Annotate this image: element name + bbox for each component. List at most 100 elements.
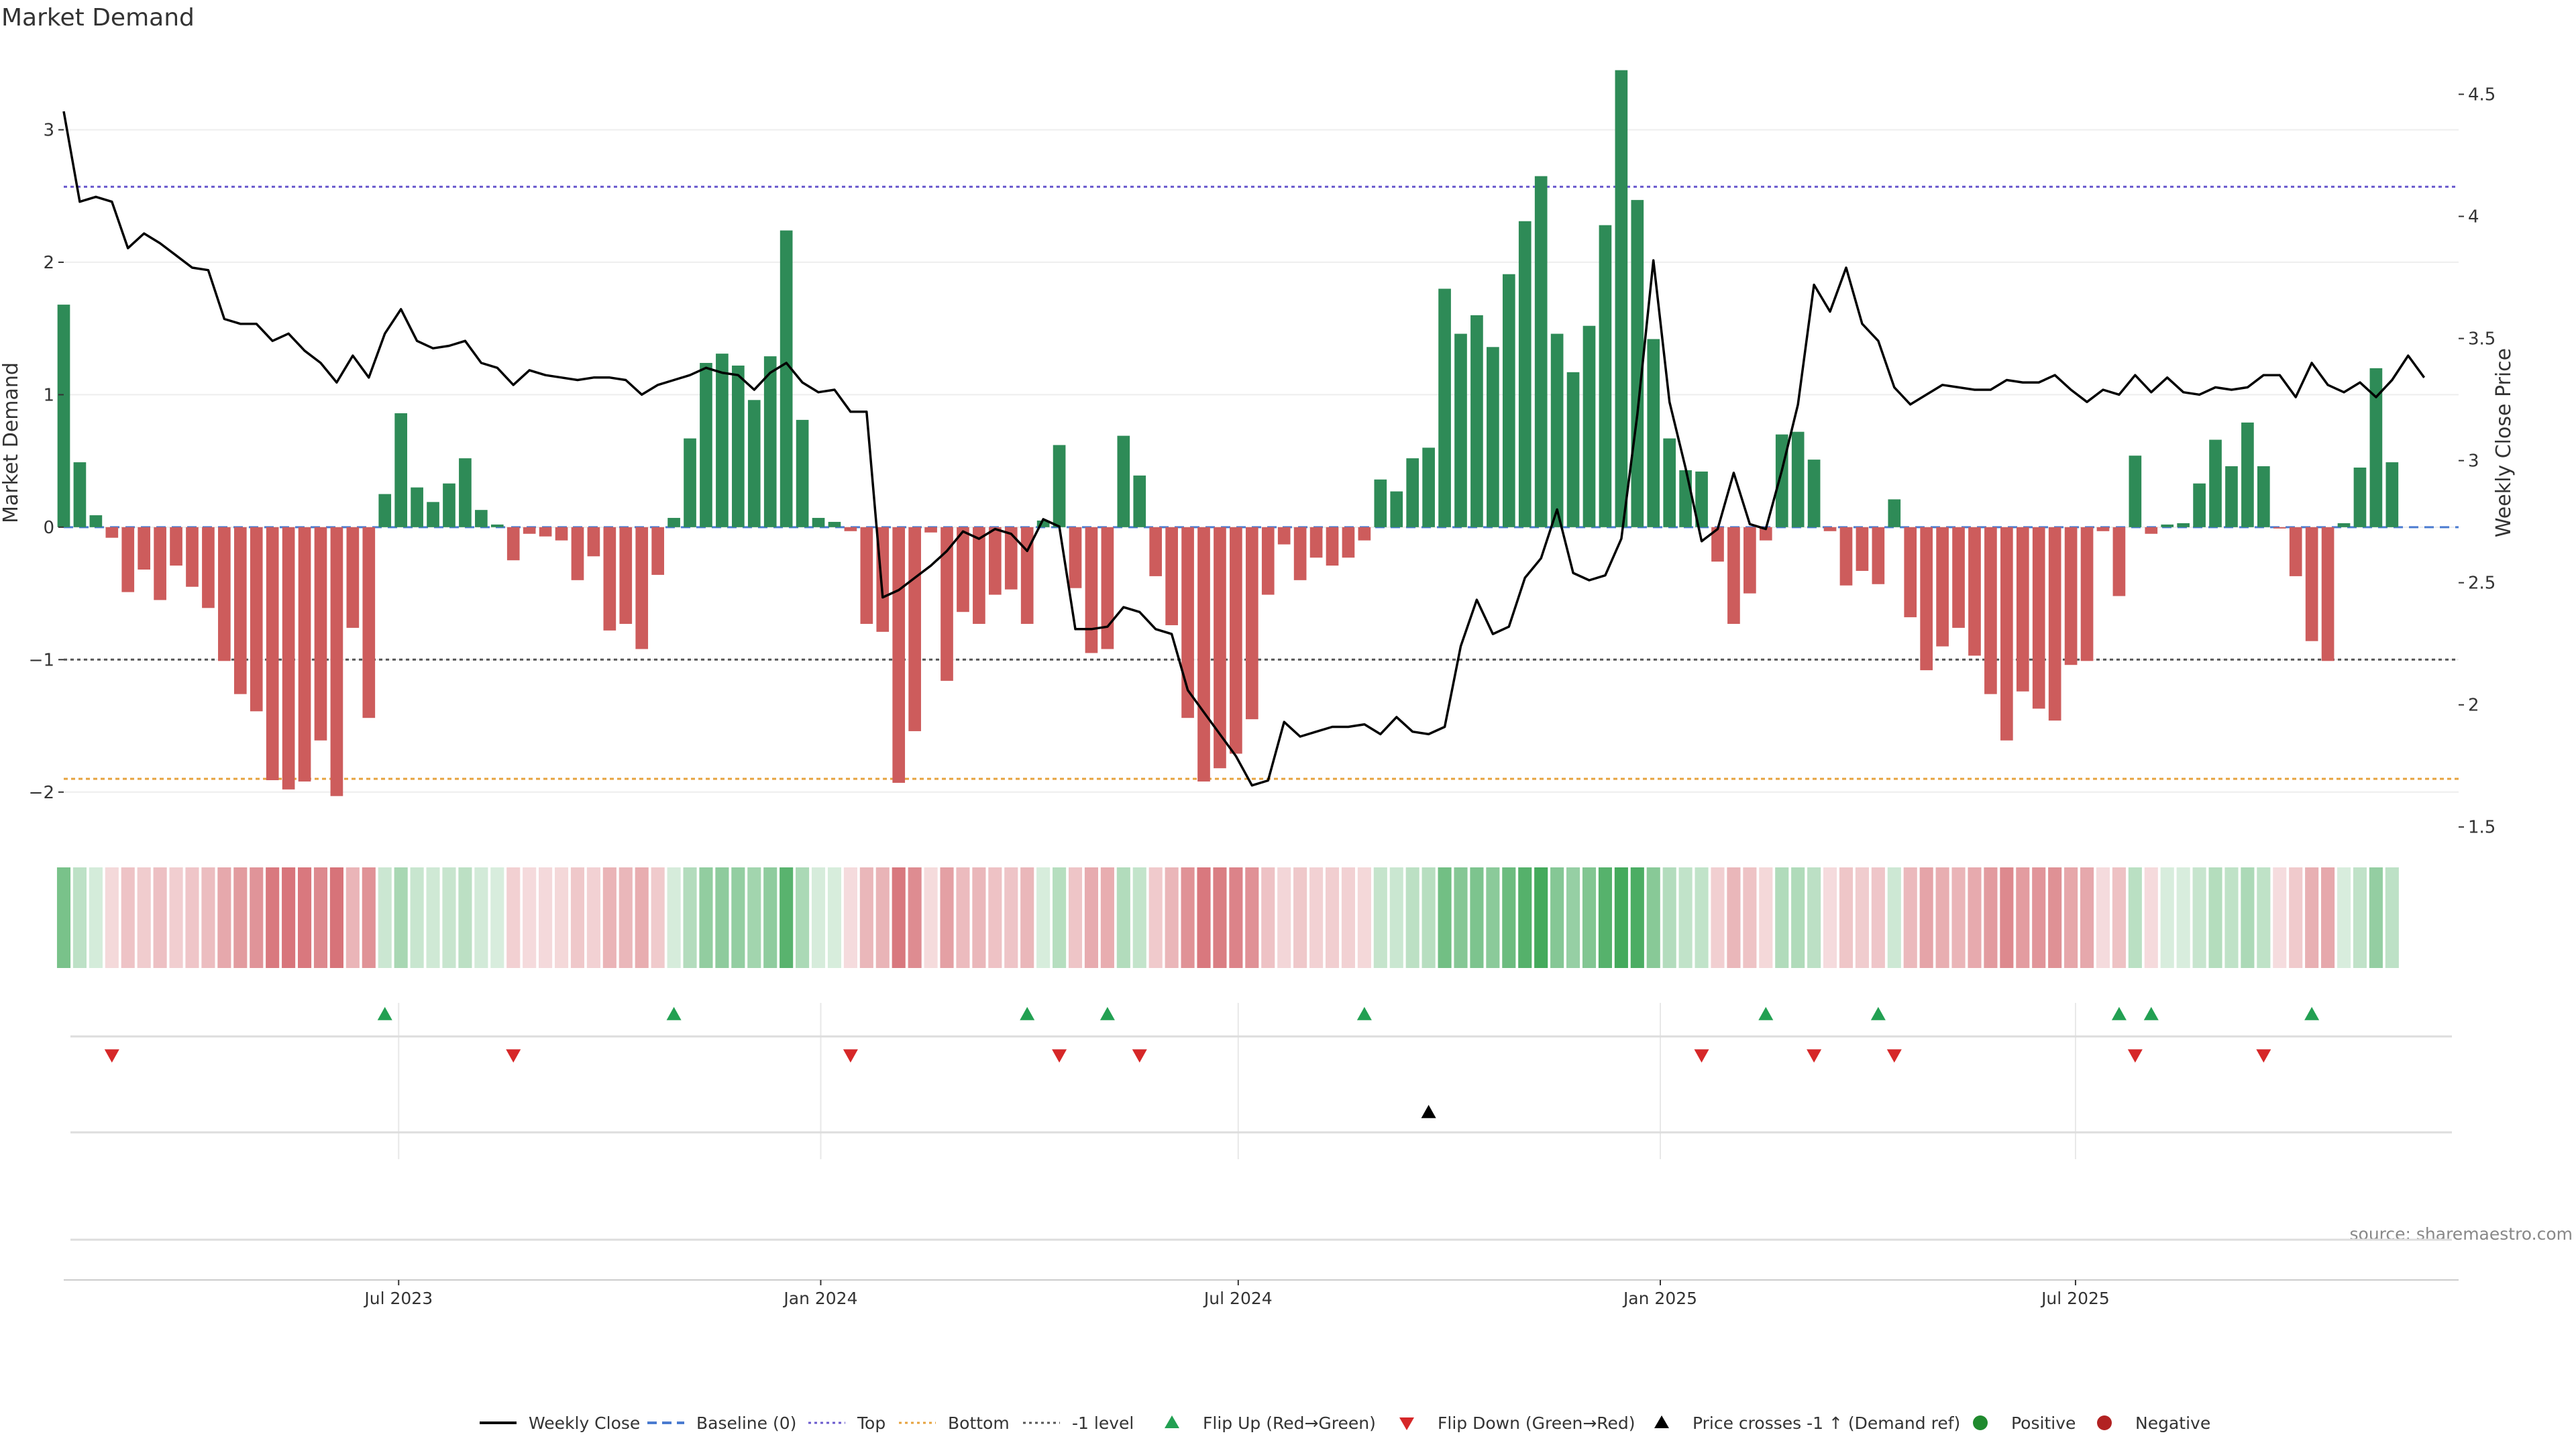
demand-bar [202, 527, 215, 608]
source-text: source: sharemaestro.com [2350, 1224, 2573, 1244]
demand-bar [378, 494, 392, 527]
demand-bar [1230, 527, 1242, 754]
heat-cell [2096, 867, 2110, 968]
heat-cell [699, 867, 713, 968]
heat-cell [2016, 867, 2030, 968]
heat-cell [908, 867, 922, 968]
heat-cell [474, 867, 488, 968]
heat-cell [875, 867, 890, 968]
heat-cell [859, 867, 873, 968]
demand-bar [282, 527, 295, 790]
chart-title: Market Demand [1, 4, 195, 32]
demand-bar [1020, 527, 1034, 624]
demand-bar [1085, 527, 1098, 653]
heat-cell [843, 867, 857, 968]
heat-cell [1116, 867, 1130, 968]
heat-cell [1518, 867, 1532, 968]
demand-bar [2305, 527, 2318, 641]
demand-bar [2225, 466, 2238, 527]
flip-down-marker [1052, 1049, 1067, 1063]
demand-bar [1036, 520, 1050, 527]
demand-bar [2112, 527, 2126, 596]
heat-cell [1405, 867, 1419, 968]
demand-bar [362, 527, 376, 718]
legend-item: Top [808, 1413, 885, 1433]
demand-bar [1663, 438, 1676, 527]
demand-bar [506, 527, 520, 561]
heat-cell [105, 867, 119, 968]
demand-bar [2369, 368, 2383, 527]
demand-bar [619, 527, 633, 624]
demand-bar [860, 527, 873, 624]
demand-bar [1807, 460, 1821, 527]
heat-cell [1486, 867, 1500, 968]
flip-down-marker [2127, 1049, 2143, 1063]
flip-up-marker [666, 1007, 682, 1020]
demand-bar [1743, 527, 1756, 594]
heat-cell [1245, 867, 1259, 968]
heat-cell [2144, 867, 2158, 968]
legend-label: Negative [2135, 1413, 2210, 1433]
heat-cell [2112, 867, 2126, 968]
legend-swatch [2097, 1415, 2112, 1430]
demand-bar [844, 527, 857, 531]
flip-down-marker [1886, 1049, 1902, 1063]
heat-cell [539, 867, 553, 968]
legend-swatch [1654, 1415, 1669, 1428]
demand-bar [1117, 435, 1130, 527]
demand-bar [1856, 527, 1869, 572]
heat-cell [1791, 867, 1805, 968]
demand-bar [1679, 470, 1692, 527]
y-tick-label: 2 [43, 253, 54, 273]
flip-down-marker [104, 1049, 119, 1063]
heat-cell [1229, 867, 1243, 968]
heat-cell [2048, 867, 2062, 968]
heat-cell [1951, 867, 1966, 968]
demand-bar [427, 502, 439, 527]
demand-bar [716, 354, 729, 527]
legend-swatch [1399, 1417, 1414, 1430]
heat-cell [2305, 867, 2319, 968]
legend-item: Baseline (0) [647, 1413, 796, 1433]
demand-bar [330, 527, 343, 796]
heat-cell [924, 867, 938, 968]
heat-cell [1598, 867, 1612, 968]
heat-cell [1197, 867, 1211, 968]
demand-bar [1390, 491, 1403, 527]
heat-cell [217, 867, 231, 968]
demand-bar [1261, 527, 1275, 595]
heat-cell [72, 867, 87, 968]
heat-cell [426, 867, 440, 968]
heat-cell [2032, 867, 2046, 968]
demand-bar [1984, 527, 1997, 694]
demand-bar [747, 400, 761, 527]
demand-bar [1165, 527, 1178, 625]
demand-bar [780, 230, 793, 527]
heat-cell [2176, 867, 2190, 968]
heat-cell [1775, 867, 1789, 968]
legend-swatch [1165, 1415, 1179, 1428]
demand-bar [1487, 347, 1499, 527]
demand-bar [57, 305, 70, 527]
demand-bar [1839, 527, 1853, 586]
legend-label: Flip Down (Green→Red) [1438, 1413, 1635, 1433]
heat-cell [2128, 867, 2142, 968]
legend-label: Price crosses -1 ↑ (Demand ref) [1693, 1413, 1960, 1433]
demand-bar [411, 487, 423, 527]
heat-cell [362, 867, 376, 968]
flip-down-marker [843, 1049, 858, 1063]
legend: Weekly Close Baseline (0) Top Bottom -1 leve… [480, 1413, 2210, 1433]
heat-cell [378, 867, 392, 968]
x-tick-label: Jul 2025 [2040, 1289, 2110, 1308]
legend-item: Flip Down (Green→Red) [1399, 1413, 1635, 1433]
heat-cell [297, 867, 312, 968]
heat-cell [1919, 867, 1933, 968]
heat-cell [2160, 867, 2174, 968]
demand-bar [490, 524, 504, 527]
flip-up-marker [1020, 1007, 1035, 1020]
demand-bar [924, 527, 937, 533]
heat-cell [490, 867, 504, 968]
heat-cell [137, 867, 151, 968]
y2-tick-label: 4.5 [2468, 85, 2496, 105]
